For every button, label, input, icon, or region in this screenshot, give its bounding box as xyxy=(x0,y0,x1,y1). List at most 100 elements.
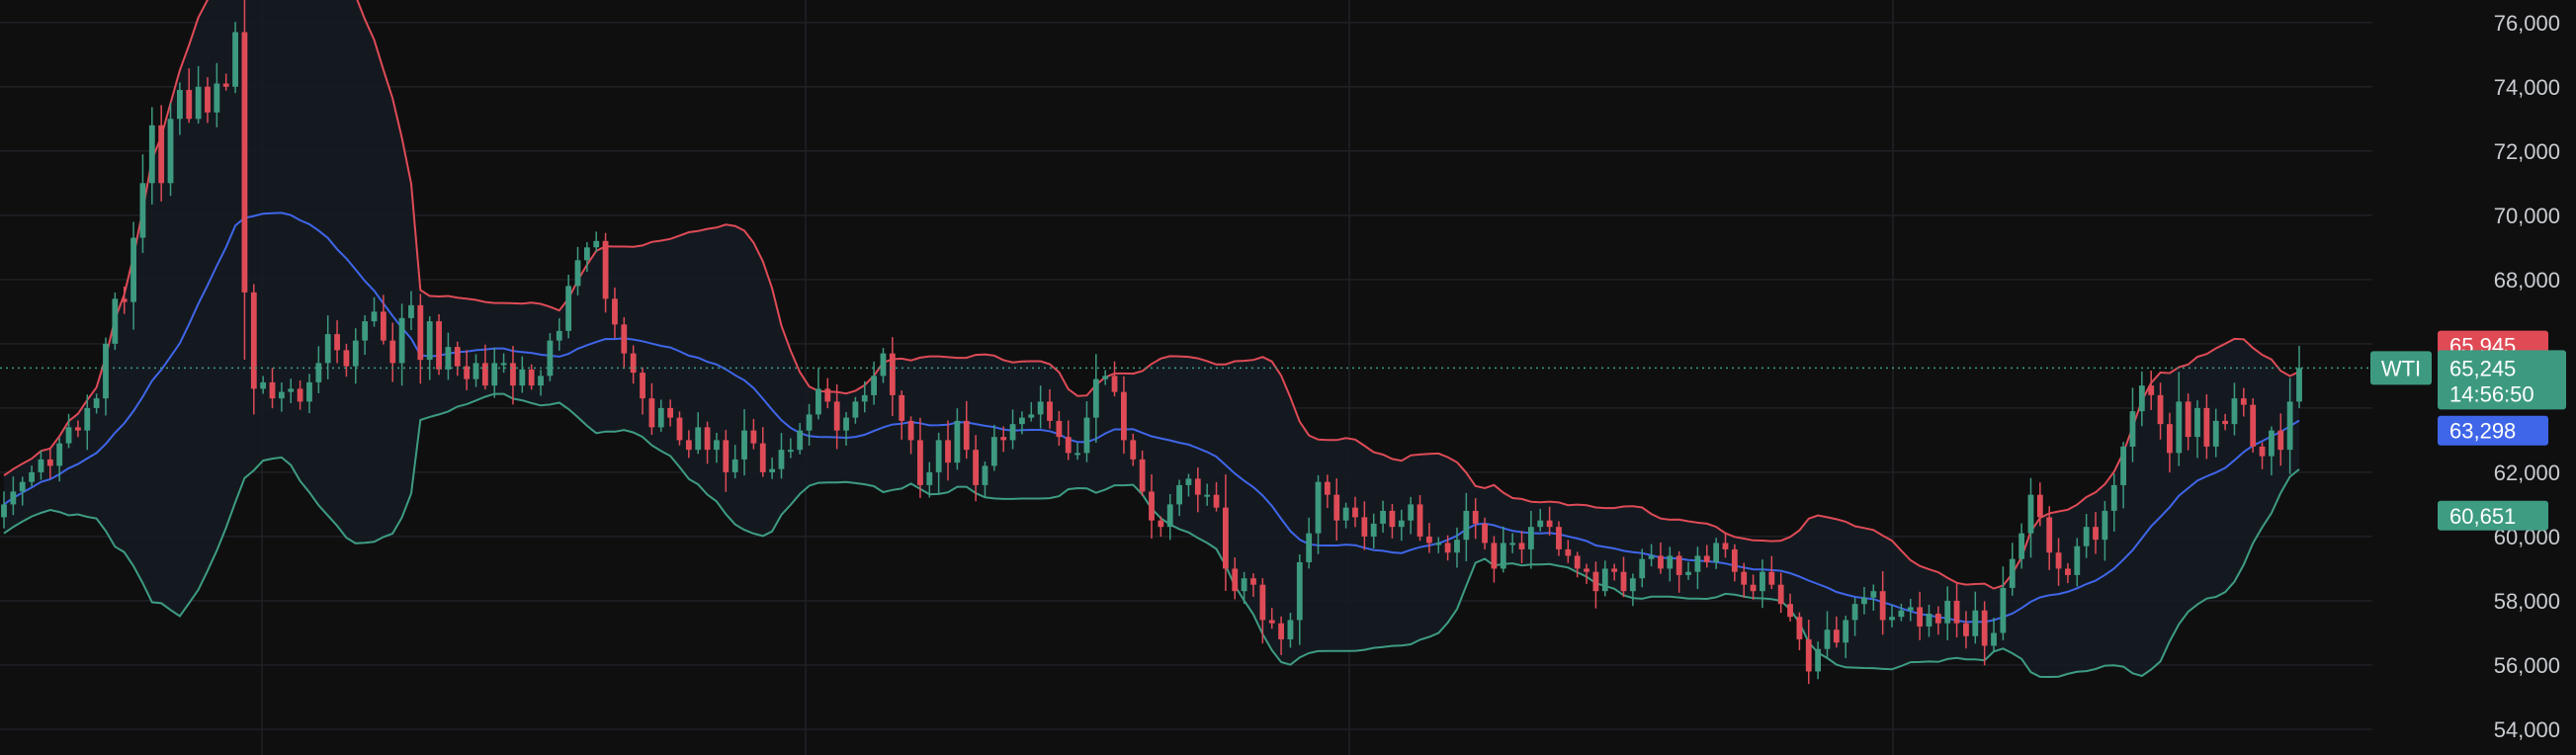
candle[interactable] xyxy=(1370,513,1377,549)
candle[interactable] xyxy=(454,341,461,377)
candle[interactable] xyxy=(1083,401,1090,462)
candle[interactable] xyxy=(269,368,276,409)
candle[interactable] xyxy=(1898,603,1905,622)
candle[interactable] xyxy=(954,408,961,470)
candle[interactable] xyxy=(398,303,405,386)
candle[interactable] xyxy=(1934,606,1941,635)
candle[interactable] xyxy=(1556,521,1562,556)
candle[interactable] xyxy=(657,399,664,432)
candle[interactable] xyxy=(2074,538,2081,587)
candle[interactable] xyxy=(824,378,831,409)
candle[interactable] xyxy=(65,413,72,449)
candle[interactable] xyxy=(232,22,238,94)
candle[interactable] xyxy=(833,383,840,450)
candle[interactable] xyxy=(1056,410,1063,446)
price-axis[interactable]: 76,00074,00072,00070,00068,00062,00060,0… xyxy=(2494,11,2560,742)
candle[interactable] xyxy=(778,433,785,479)
candle[interactable] xyxy=(547,333,554,381)
candle[interactable] xyxy=(2120,442,2127,509)
candle[interactable] xyxy=(222,73,229,91)
candle[interactable] xyxy=(1352,496,1358,528)
candle[interactable] xyxy=(1741,562,1748,598)
candle[interactable] xyxy=(2203,393,2210,460)
candle[interactable] xyxy=(1425,523,1432,553)
candle[interactable] xyxy=(1658,542,1664,574)
candle[interactable] xyxy=(1889,605,1895,628)
candle[interactable] xyxy=(1065,420,1072,461)
candle[interactable] xyxy=(167,103,174,197)
candle[interactable] xyxy=(1342,502,1349,529)
candle[interactable] xyxy=(2269,426,2275,476)
candle[interactable] xyxy=(56,438,63,482)
candle[interactable] xyxy=(1870,584,1877,611)
candle[interactable] xyxy=(1028,401,1035,422)
candle[interactable] xyxy=(926,461,933,498)
candle[interactable] xyxy=(1009,409,1016,450)
candle[interactable] xyxy=(1574,551,1581,578)
candle[interactable] xyxy=(278,382,285,412)
candle[interactable] xyxy=(2296,345,2302,409)
candle[interactable] xyxy=(1926,605,1932,637)
candle[interactable] xyxy=(297,379,303,410)
candle[interactable] xyxy=(1417,495,1423,542)
candle[interactable] xyxy=(1482,517,1488,550)
candle[interactable] xyxy=(1111,361,1118,397)
candle[interactable] xyxy=(288,378,295,403)
candle[interactable] xyxy=(963,400,970,460)
candle[interactable] xyxy=(2148,371,2155,410)
candle[interactable] xyxy=(1760,559,1765,609)
candle[interactable] xyxy=(889,337,896,417)
candle[interactable] xyxy=(1731,544,1738,582)
candle[interactable] xyxy=(103,337,109,416)
candle[interactable] xyxy=(2055,538,2062,586)
candle[interactable] xyxy=(260,376,267,394)
candle[interactable] xyxy=(945,420,951,481)
candle[interactable] xyxy=(769,458,776,479)
candle[interactable] xyxy=(1843,616,1849,659)
candle[interactable] xyxy=(1777,572,1784,614)
candle[interactable] xyxy=(1546,506,1553,536)
candle[interactable] xyxy=(139,154,146,253)
candle[interactable] xyxy=(843,412,849,446)
candle[interactable] xyxy=(574,246,581,295)
candle[interactable] xyxy=(1074,443,1080,461)
candle[interactable] xyxy=(29,465,35,487)
candle[interactable] xyxy=(935,432,942,494)
candle[interactable] xyxy=(2176,372,2183,466)
candle[interactable] xyxy=(583,242,590,273)
candle[interactable] xyxy=(648,382,655,436)
candle[interactable] xyxy=(1694,546,1701,589)
candle[interactable] xyxy=(1333,478,1340,542)
candle[interactable] xyxy=(982,461,988,498)
candle[interactable] xyxy=(556,318,562,351)
candle[interactable] xyxy=(1500,526,1506,573)
candle[interactable] xyxy=(464,350,471,390)
candle[interactable] xyxy=(685,430,692,459)
candle[interactable] xyxy=(417,294,424,384)
candle[interactable] xyxy=(2259,442,2266,469)
candle[interactable] xyxy=(1139,450,1146,496)
candle[interactable] xyxy=(1907,599,1914,622)
candle[interactable] xyxy=(2000,566,2007,640)
candle[interactable] xyxy=(907,416,914,455)
candle[interactable] xyxy=(1408,496,1415,535)
candle[interactable] xyxy=(1620,556,1627,598)
candle[interactable] xyxy=(1815,641,1822,680)
symbol-tag[interactable]: WTI xyxy=(2370,351,2432,385)
candle[interactable] xyxy=(472,354,479,387)
candle[interactable] xyxy=(917,417,923,498)
candle[interactable] xyxy=(1601,560,1608,597)
candle[interactable] xyxy=(214,62,220,127)
candle[interactable] xyxy=(880,348,887,383)
candle[interactable] xyxy=(741,409,747,476)
candle[interactable] xyxy=(176,82,183,135)
candle[interactable] xyxy=(973,435,980,502)
candle[interactable] xyxy=(380,294,386,345)
candle[interactable] xyxy=(1675,550,1682,593)
candle[interactable] xyxy=(1204,483,1211,506)
candle[interactable] xyxy=(1611,563,1618,581)
candle[interactable] xyxy=(75,420,81,438)
candle[interactable] xyxy=(1509,533,1516,553)
